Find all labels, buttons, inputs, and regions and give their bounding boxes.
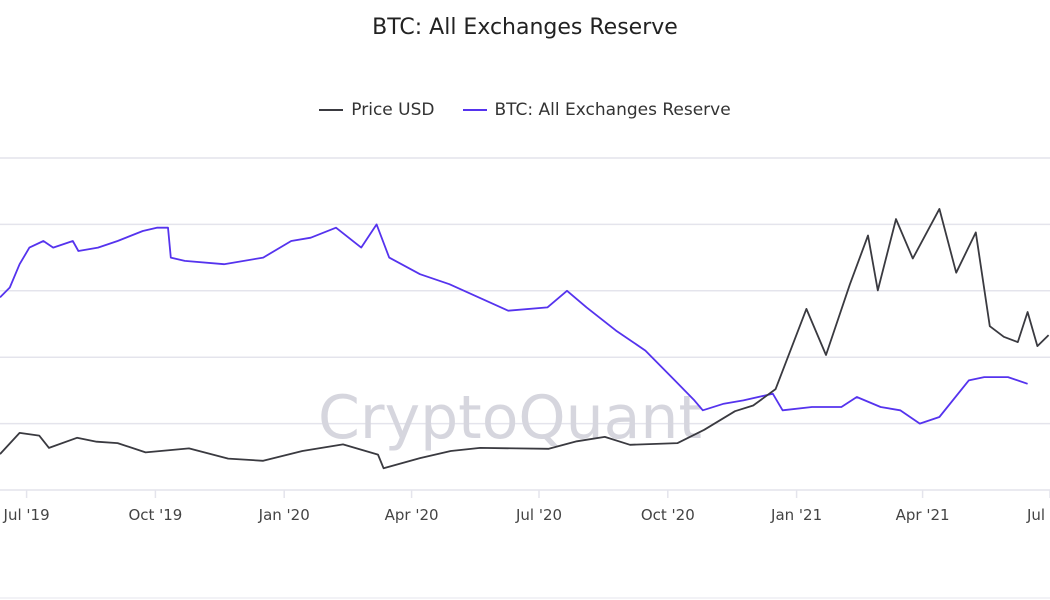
x-tick-label: Jul '21 <box>1026 506 1050 524</box>
legend-swatch-price <box>319 109 344 111</box>
x-tick-label: Oct '19 <box>128 506 182 524</box>
legend: Price USD BTC: All Exchanges Reserve <box>0 100 1050 120</box>
x-tick-label: Jul '20 <box>515 506 562 524</box>
x-tick-label: Oct '20 <box>641 506 695 524</box>
x-tick-label: Jan '21 <box>770 506 822 524</box>
legend-swatch-reserve <box>462 109 487 111</box>
x-tick-label: Apr '20 <box>385 506 439 524</box>
chart-title: BTC: All Exchanges Reserve <box>372 15 678 40</box>
x-tick-label: Jan '20 <box>258 506 310 524</box>
gridlines <box>0 157 1050 491</box>
watermark: CryptoQuant <box>318 383 702 453</box>
legend-label-reserve: BTC: All Exchanges Reserve <box>494 100 731 120</box>
series-lines <box>0 208 1050 470</box>
series-line-reserve <box>0 223 1028 425</box>
legend-item-reserve[interactable]: BTC: All Exchanges Reserve <box>462 100 731 120</box>
x-axis: Jul '19 Oct '19 Jan '20 Apr '20 Jul '20 Oct '… <box>3 490 1050 524</box>
x-tick-label: Apr '21 <box>896 506 950 524</box>
x-tick-label: Jul '19 <box>3 506 50 524</box>
legend-label-price: Price USD <box>351 100 435 120</box>
series-line-price <box>0 208 1050 470</box>
legend-item-price[interactable]: Price USD <box>319 100 435 120</box>
